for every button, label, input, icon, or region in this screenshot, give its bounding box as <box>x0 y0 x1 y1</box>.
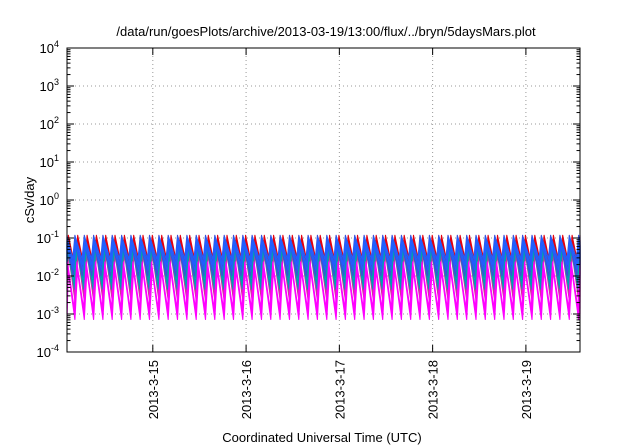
axis-ticks <box>67 47 580 353</box>
x-tick-labels: 2013-3-15 2013-3-16 2013-3-17 2013-3-18 2013… <box>146 360 534 419</box>
series-line <box>66 234 581 266</box>
series-group <box>66 234 581 321</box>
y-tick-labels: 10-4 10-3 10-2 10-1 100 101 102 103 104 <box>37 39 59 360</box>
y-tick-label: 10-1 <box>37 229 59 246</box>
y-tick-label: 10-3 <box>37 305 59 322</box>
series-line <box>66 241 581 266</box>
x-axis-label: Coordinated Universal Time (UTC) <box>222 430 421 445</box>
series-line <box>66 261 581 310</box>
x-tick-label: 2013-3-17 <box>332 360 347 419</box>
y-tick-label: 10-4 <box>37 343 59 360</box>
series-line <box>66 236 581 260</box>
series-line <box>66 245 581 271</box>
y-tick-label: 10-2 <box>37 267 59 284</box>
y-tick-label: 101 <box>40 153 59 170</box>
y-tick-label: 102 <box>40 115 59 132</box>
x-tick-label: 2013-3-18 <box>426 360 441 419</box>
y-axis-label: cSv/day <box>22 176 37 223</box>
y-tick-label: 100 <box>40 191 59 208</box>
series-line <box>66 234 581 270</box>
x-tick-label: 2013-3-19 <box>519 360 534 419</box>
y-tick-label: 104 <box>40 39 59 56</box>
y-tick-label: 103 <box>40 77 59 94</box>
x-tick-label: 2013-3-16 <box>239 360 254 419</box>
x-tick-label: 2013-3-15 <box>146 360 161 419</box>
chart-title: /data/run/goesPlots/archive/2013-03-19/1… <box>116 24 536 39</box>
